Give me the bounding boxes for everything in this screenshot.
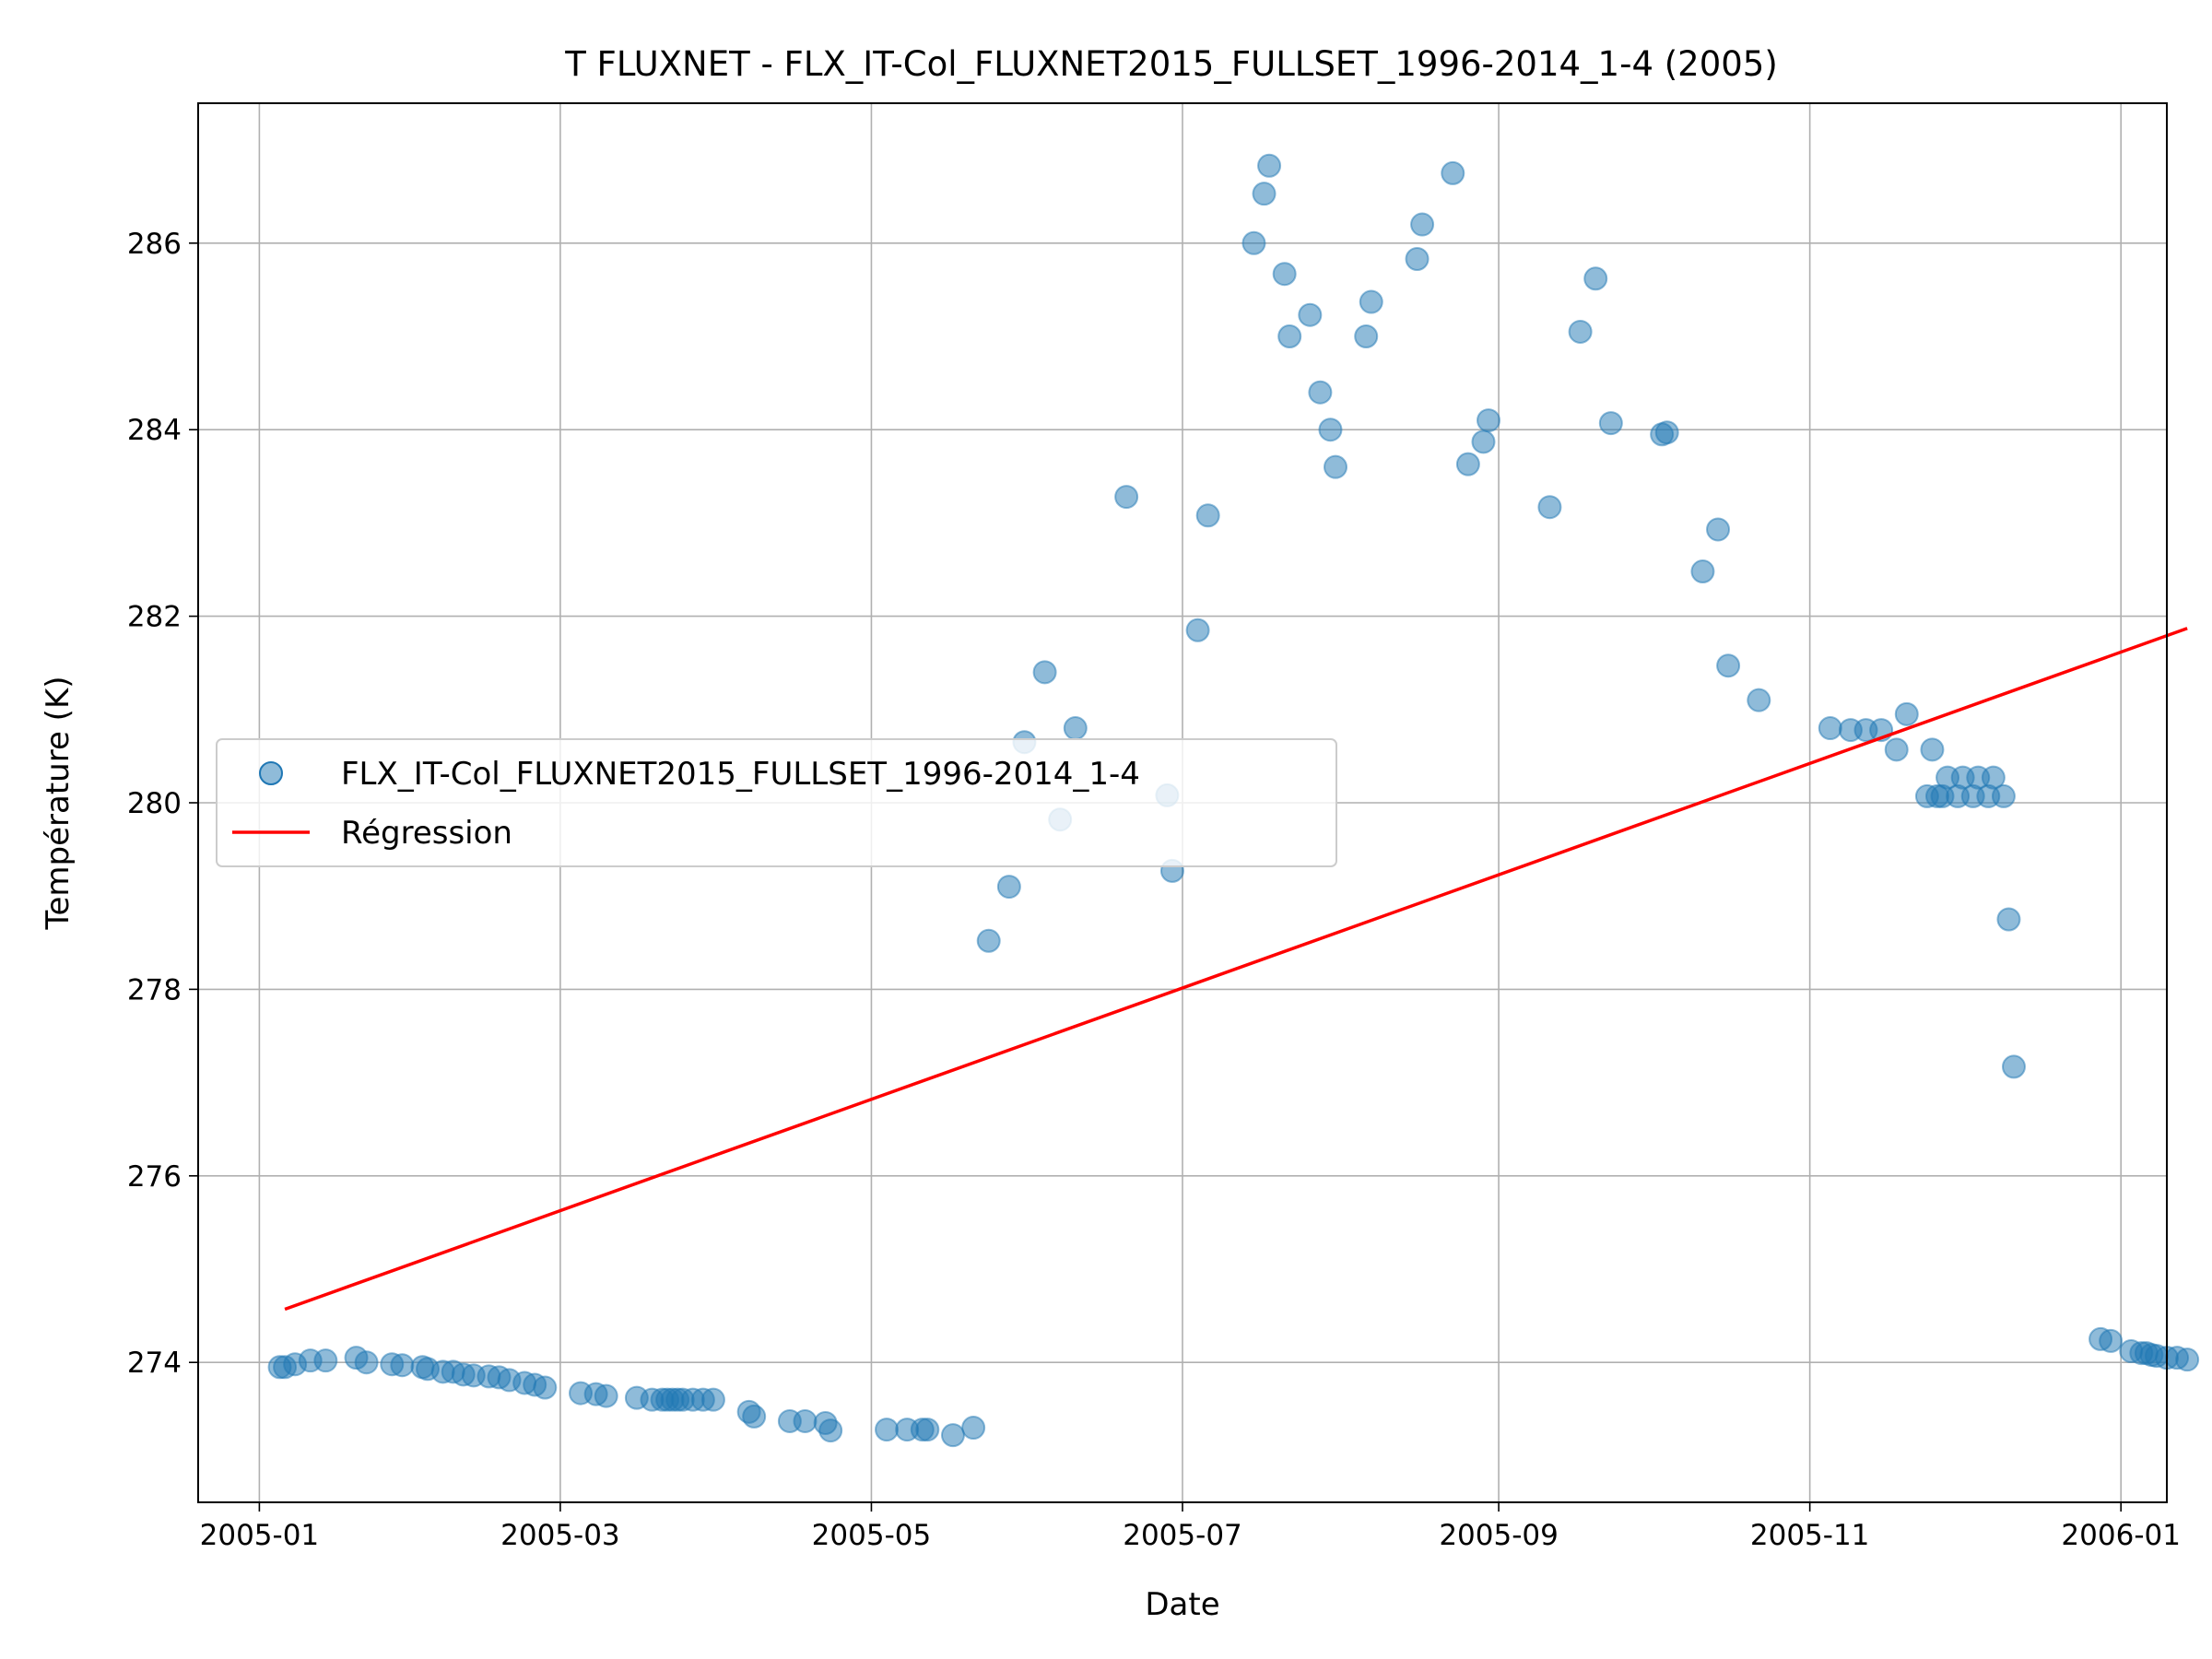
scatter-point [875, 1418, 900, 1442]
x-tick-label: 2005-07 [1123, 1519, 1242, 1552]
scatter-point [940, 1423, 965, 1448]
scatter-point [1991, 783, 2016, 808]
scatter-point [1884, 737, 1909, 762]
scatter-point [2175, 1347, 2200, 1372]
scatter-point [742, 1404, 767, 1429]
scatter-point [996, 875, 1021, 900]
legend: FLX_IT-Col_FLUXNET2015_FULLSET_1996-2014… [216, 738, 1337, 867]
scatter-point [1568, 319, 1593, 344]
scatter-point [390, 1353, 415, 1378]
scatter-point [1405, 247, 1430, 272]
x-tick-label: 2005-09 [1439, 1519, 1559, 1552]
scatter-point [1272, 262, 1297, 287]
x-axis: 2005-01 2005-03 2005-05 2005-07 2005-09 2005-… [200, 1502, 2181, 1552]
scatter-point [354, 1350, 379, 1375]
scatter-point [2099, 1328, 2124, 1353]
scatter-point [1894, 701, 1919, 726]
x-tick-label: 2005-11 [1750, 1519, 1870, 1552]
x-tick-label: 2006-01 [2061, 1519, 2181, 1552]
legend-box [216, 738, 1337, 867]
scatter-point [915, 1418, 940, 1442]
scatter-point [1706, 517, 1731, 542]
chart-title: T FLUXNET - FLX_IT-Col_FLUXNET2015_FULLS… [564, 44, 1778, 84]
scatter-point [1477, 408, 1501, 433]
scatter-point [818, 1418, 843, 1443]
scatter-point [1241, 230, 1266, 255]
scatter-point [1716, 653, 1741, 678]
y-tick-label: 284 [127, 414, 182, 447]
x-tick-label: 2005-05 [812, 1519, 932, 1552]
y-axis-label: Température (K) [40, 676, 76, 930]
scatter-point [1324, 454, 1348, 479]
scatter-point [1114, 485, 1139, 510]
scatter-point [1981, 765, 2006, 790]
x-axis-label: Date [1145, 1586, 1219, 1623]
scatter-point [1359, 289, 1383, 314]
scatter-point [1920, 737, 1945, 762]
y-tick-label: 276 [127, 1160, 182, 1194]
y-tick-label: 286 [127, 228, 182, 261]
scatter-point [1747, 688, 1771, 712]
scatter-point [1455, 452, 1480, 477]
y-tick-label: 278 [127, 973, 182, 1006]
y-tick-label: 280 [127, 787, 182, 820]
scatter-point [594, 1383, 618, 1408]
scatter-point [1598, 411, 1623, 436]
scatter-point [1257, 153, 1282, 178]
y-tick-label: 274 [127, 1347, 182, 1380]
scatter-point [1818, 716, 1842, 741]
scatter-point [1996, 907, 2021, 932]
scatter-point [1252, 182, 1277, 206]
scatter-point [1654, 420, 1679, 445]
scatter-point [700, 1387, 725, 1412]
scatter-point [1583, 266, 1608, 291]
scatter-point [1354, 324, 1379, 348]
legend-label-scatter: FLX_IT-Col_FLUXNET2015_FULLSET_1996-2014… [341, 756, 1140, 793]
scatter-point [1690, 559, 1715, 584]
scatter-point [2001, 1054, 2026, 1079]
scatter-point [1032, 660, 1057, 685]
scatter-point [1308, 380, 1333, 405]
scatter-point [1277, 324, 1302, 348]
scatter-point [1471, 429, 1496, 454]
scatter-point [313, 1348, 338, 1373]
scatter-point [1441, 160, 1465, 185]
scatter-point [1185, 618, 1210, 642]
scatter-point [1298, 302, 1323, 327]
scatter-point [976, 928, 1001, 953]
legend-label-regression: Régression [341, 815, 512, 852]
scatter-point [1410, 212, 1435, 237]
y-tick-label: 282 [127, 601, 182, 634]
x-tick-label: 2005-01 [200, 1519, 320, 1552]
scatter-point [1195, 503, 1220, 528]
scatter-point [1537, 495, 1562, 520]
scatter-point [961, 1416, 986, 1441]
regression-line [284, 627, 2188, 1312]
scatter-point [1318, 418, 1343, 442]
x-tick-label: 2005-03 [500, 1519, 620, 1552]
y-axis: 274 276 278 280 282 284 286 [127, 228, 198, 1380]
scatter-point [1063, 716, 1088, 741]
scatter-point [793, 1408, 818, 1433]
scatter-point [533, 1375, 558, 1400]
legend-scatter-marker [259, 761, 283, 785]
